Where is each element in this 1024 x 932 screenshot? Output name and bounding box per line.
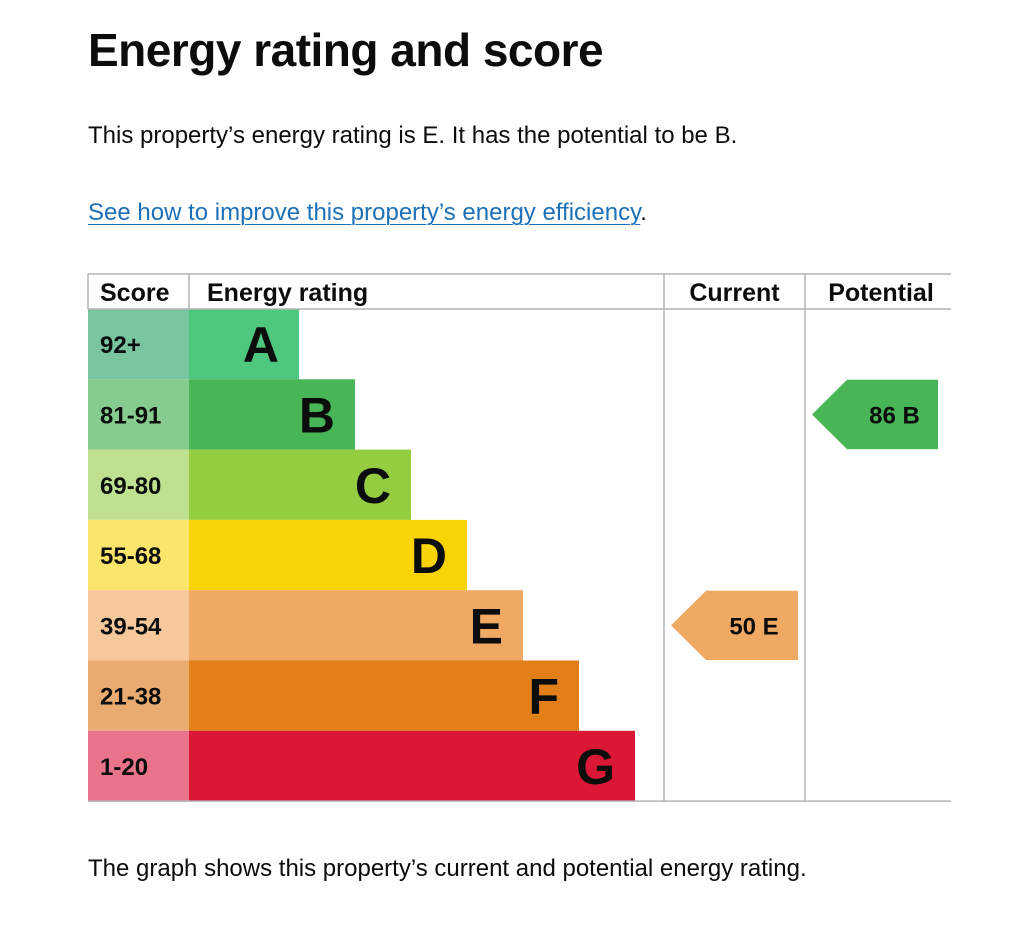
header-current: Current xyxy=(689,279,780,307)
score-cell-e xyxy=(88,590,189,661)
score-cell-b xyxy=(88,379,189,450)
header-score: Score xyxy=(100,279,170,307)
score-range-a: 92+ xyxy=(100,332,141,359)
rating-letter-c: C xyxy=(355,458,391,514)
rating-bar-b xyxy=(189,379,355,450)
rating-letter-d: D xyxy=(411,528,447,584)
score-range-g: 1-20 xyxy=(100,754,148,781)
rating-bar-e xyxy=(189,590,523,661)
rating-letter-e: E xyxy=(470,598,503,654)
score-range-d: 55-68 xyxy=(100,543,161,570)
rating-bar-f xyxy=(189,660,579,731)
score-cell-a xyxy=(88,309,189,380)
rating-letter-a: A xyxy=(243,317,279,373)
current-rating-arrow xyxy=(671,590,798,660)
rating-letter-f: F xyxy=(528,669,559,725)
rating-bar-d xyxy=(189,519,467,591)
potential-rating-label: 86 B xyxy=(869,402,920,429)
score-range-e: 39-54 xyxy=(100,613,162,640)
link-suffix: . xyxy=(640,199,647,226)
score-cell-f xyxy=(88,660,189,731)
page-title: Energy rating and score xyxy=(88,24,604,76)
rating-bar-a xyxy=(189,309,299,380)
rating-letter-g: G xyxy=(576,739,615,795)
potential-rating-arrow xyxy=(812,379,938,450)
improve-efficiency-link[interactable]: See how to improve this property’s energ… xyxy=(88,199,641,226)
current-rating-label: 50 E xyxy=(729,613,778,640)
header-energy-rating: Energy rating xyxy=(207,279,368,307)
score-cell-c xyxy=(88,449,189,520)
score-cell-g xyxy=(88,730,189,802)
score-range-f: 21-38 xyxy=(100,684,161,711)
rating-bar-g xyxy=(189,730,635,802)
rating-summary: This property’s energy rating is E. It h… xyxy=(88,122,738,149)
score-cell-d xyxy=(88,519,189,591)
header-potential: Potential xyxy=(828,279,934,307)
rating-letter-b: B xyxy=(299,387,335,443)
graph-description: The graph shows this property’s current … xyxy=(88,855,807,882)
rating-bar-c xyxy=(189,449,411,520)
score-range-b: 81-91 xyxy=(100,402,161,429)
score-range-c: 69-80 xyxy=(100,473,161,500)
improve-link-line: See how to improve this property’s energ… xyxy=(88,197,647,229)
